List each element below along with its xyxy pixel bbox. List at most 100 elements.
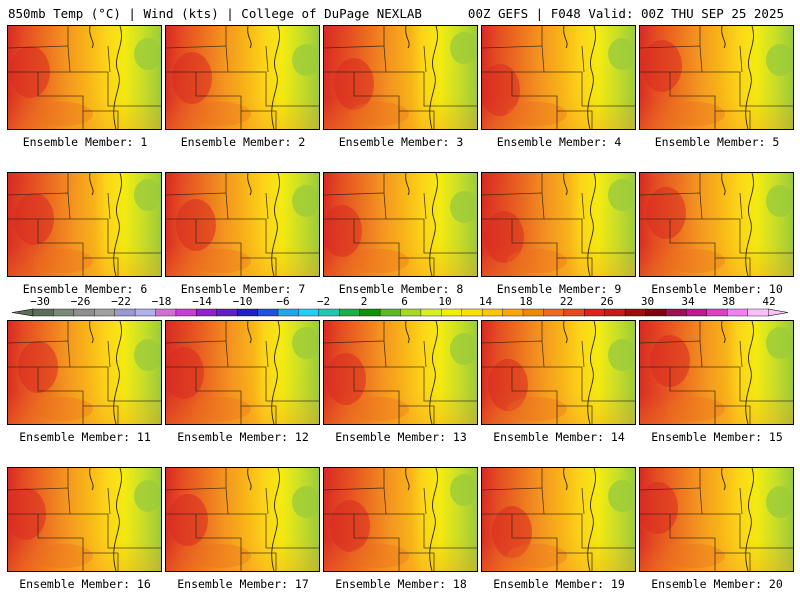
ensemble-member-19-map	[481, 467, 636, 572]
ensemble-member-label: Ensemble Member: 19	[493, 577, 625, 591]
colorbar-swatch	[175, 308, 197, 317]
ensemble-member-label: Ensemble Member: 5	[654, 135, 780, 149]
ensemble-member-3-map	[323, 25, 478, 130]
colorbar-swatch	[216, 308, 238, 317]
colorbar-swatch	[318, 308, 340, 317]
ensemble-member-18-map	[323, 467, 478, 572]
header-title: 850mb Temp (°C) | Wind (kts) | College o…	[8, 6, 422, 21]
colorbar-tick-label: 14	[479, 295, 493, 308]
colorbar-swatch	[32, 308, 54, 317]
colorbar-min-arrow	[11, 308, 34, 317]
colorbar-tick-label: −10	[233, 295, 253, 308]
colorbar-swatch	[339, 308, 361, 317]
ensemble-member-11-map	[7, 320, 162, 425]
colorbar-swatch	[257, 308, 279, 317]
colorbar-swatch	[461, 308, 483, 317]
colorbar-tick-label: 6	[401, 295, 408, 308]
ensemble-member-label: Ensemble Member: 13	[335, 430, 467, 444]
ensemble-member-label: Ensemble Member: 15	[651, 430, 783, 444]
ensemble-member-12-map	[165, 320, 320, 425]
ensemble-member-5-map	[639, 25, 794, 130]
colorbar-tick-label: −26	[71, 295, 91, 308]
ensemble-member-8-map	[323, 172, 478, 277]
ensemble-member-15-map	[639, 320, 794, 425]
ensemble-member-16-map	[7, 467, 162, 572]
colorbar-swatch	[726, 308, 749, 317]
colorbar-swatch	[379, 308, 402, 317]
temperature-colorbar: −30 −26 −22 −18 −14 −10 −6 −2 2 6 10 14 18 22 26 30 34 38…	[11, 295, 789, 317]
colorbar-tick-label: 18	[519, 295, 532, 308]
colorbar-swatch	[277, 308, 299, 317]
colorbar-swatch	[502, 308, 524, 317]
ensemble-member-label: Ensemble Member: 9	[496, 282, 622, 296]
ensemble-member-label: Ensemble Member: 2	[180, 135, 306, 149]
colorbar-swatch	[134, 308, 156, 317]
colorbar-tick-label: 2	[361, 295, 368, 308]
colorbar-tick-label: −22	[111, 295, 131, 308]
ensemble-member-2-map	[165, 25, 320, 130]
colorbar-swatch	[645, 308, 667, 317]
ensemble-member-label: Ensemble Member: 17	[177, 577, 309, 591]
colorbar-swatch	[196, 308, 218, 317]
colorbar-swatch	[298, 308, 320, 317]
ensemble-member-label: Ensemble Member: 20	[651, 577, 783, 591]
colorbar-tick-label: 22	[560, 295, 573, 308]
colorbar-swatch	[563, 308, 585, 317]
colorbar-tick-label: 42	[762, 295, 775, 308]
colorbar-swatch	[236, 308, 259, 317]
ensemble-member-label: Ensemble Member: 7	[180, 282, 306, 296]
colorbar-tick-label: 26	[600, 295, 613, 308]
ensemble-member-label: Ensemble Member: 18	[335, 577, 467, 591]
colorbar-tick-label: −18	[152, 295, 172, 308]
colorbar-swatch	[400, 308, 422, 317]
colorbar-swatch	[420, 308, 442, 317]
colorbar-swatch	[706, 308, 728, 317]
ensemble-member-9-map	[481, 172, 636, 277]
colorbar-swatch	[114, 308, 136, 317]
ensemble-member-label: Ensemble Member: 10	[651, 282, 783, 296]
header-valid-time: 00Z GEFS | F048 Valid: 00Z THU SEP 25 20…	[467, 6, 784, 21]
colorbar-tick-label: 30	[641, 295, 654, 308]
colorbar-tick-label: −14	[192, 295, 212, 308]
colorbar-swatch	[747, 308, 769, 317]
ensemble-member-7-map	[165, 172, 320, 277]
colorbar-max-arrow	[767, 308, 789, 317]
colorbar-tick-label: 34	[681, 295, 695, 308]
colorbar-swatch	[155, 308, 177, 317]
colorbar-swatch	[584, 308, 606, 317]
colorbar-tick-label: −6	[276, 295, 289, 308]
ensemble-member-13-map	[323, 320, 478, 425]
colorbar-swatch	[543, 308, 565, 317]
ensemble-member-label: Ensemble Member: 11	[19, 430, 151, 444]
ensemble-member-10-map	[639, 172, 794, 277]
ensemble-member-label: Ensemble Member: 3	[338, 135, 464, 149]
colorbar-swatch	[665, 308, 687, 317]
colorbar-tick-label: 38	[722, 295, 735, 308]
ensemble-member-4-map	[481, 25, 636, 130]
colorbar-swatch	[53, 308, 75, 317]
colorbar-swatch	[94, 308, 116, 317]
colorbar-swatch	[522, 308, 544, 317]
colorbar-swatch	[604, 308, 626, 317]
ensemble-member-6-map	[7, 172, 162, 277]
ensemble-member-label: Ensemble Member: 6	[22, 282, 148, 296]
colorbar-swatch	[73, 308, 95, 317]
ensemble-member-label: Ensemble Member: 14	[493, 430, 625, 444]
colorbar-tick-label: −30	[30, 295, 50, 308]
colorbar-swatch	[359, 308, 381, 317]
ensemble-member-label: Ensemble Member: 8	[338, 282, 464, 296]
colorbar-swatch	[624, 308, 646, 317]
colorbar-tick-label: 10	[438, 295, 451, 308]
ensemble-member-20-map	[639, 467, 794, 572]
ensemble-member-1-map	[7, 25, 162, 130]
colorbar-tick-label: −2	[317, 295, 330, 308]
colorbar-swatch	[481, 308, 504, 317]
colorbar-swatch	[686, 308, 708, 317]
ensemble-member-label: Ensemble Member: 4	[496, 135, 622, 149]
colorbar-swatch	[441, 308, 463, 317]
ensemble-member-label: Ensemble Member: 16	[19, 577, 151, 591]
ensemble-member-14-map	[481, 320, 636, 425]
ensemble-member-17-map	[165, 467, 320, 572]
ensemble-member-label: Ensemble Member: 12	[177, 430, 309, 444]
ensemble-member-label: Ensemble Member: 1	[22, 135, 148, 149]
